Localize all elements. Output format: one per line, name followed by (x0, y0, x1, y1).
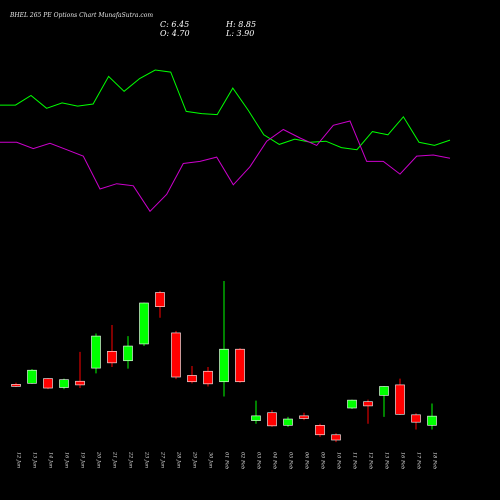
candle-body-10 (171, 332, 181, 378)
candle-body-5 (91, 335, 101, 369)
x-tick-label: 16 Jan (64, 452, 70, 468)
candle-9 (155, 290, 165, 318)
x-tick-label: 12 Jan (16, 452, 22, 468)
chart-title: BHEL 265 PE Options Chart MunafaSutra.co… (9, 12, 153, 19)
candle-body-6 (107, 350, 117, 364)
x-tick-label: 18 Feb (432, 452, 438, 469)
candle-11 (187, 366, 197, 384)
indicator-lines (0, 69, 451, 213)
candle-0 (11, 382, 21, 387)
x-tick-label: 16 Feb (400, 452, 406, 469)
x-tick-label: 09 Feb (320, 452, 326, 469)
x-tick-label: 17 Feb (416, 452, 422, 469)
candle-body-14 (235, 348, 245, 383)
x-tick-label: 29 Jan (192, 451, 198, 468)
candle-body-23 (379, 386, 389, 396)
candle-body-8 (139, 302, 149, 345)
x-tick-label: 03 Feb (256, 452, 262, 469)
candle-body-15 (251, 415, 261, 421)
candle-body-4 (75, 380, 85, 386)
candle-5 (91, 333, 101, 374)
low-value: L: 3.90 (225, 29, 254, 38)
candle-20 (331, 433, 341, 443)
indicator-line-1 (0, 120, 451, 213)
x-tick-label: 04 Feb (272, 452, 278, 469)
candle-10 (171, 330, 181, 380)
candle-1 (27, 369, 37, 384)
candle-2 (43, 378, 53, 390)
open-value: O: 4.70 (160, 29, 190, 38)
candle-body-7 (123, 345, 133, 362)
candle-body-11 (187, 375, 197, 383)
x-tick-label: 12 Feb (368, 452, 374, 469)
candle-16 (267, 410, 277, 427)
candle-body-21 (347, 399, 357, 409)
candle-19 (315, 423, 325, 437)
x-tick-label: 01 Feb (224, 452, 230, 469)
candle-body-2 (43, 378, 53, 389)
candle-25 (411, 413, 421, 430)
x-axis-ticks: 12 Jan 13 Jan 14 Jan 16 Jan 19 Jan 20 Jan 21 J… (16, 451, 438, 469)
x-tick-label: 30 Jan (208, 452, 214, 468)
close-value: C: 6.45 (160, 20, 189, 29)
candles-group (11, 280, 437, 443)
x-tick-label: 23 Jan (144, 451, 150, 468)
candle-13 (219, 280, 229, 397)
x-tick-label: 14 Jan (48, 452, 54, 468)
x-tick-label: 13 Feb (384, 452, 390, 469)
candle-21 (347, 399, 357, 410)
candle-8 (139, 302, 149, 347)
candle-17 (283, 416, 293, 427)
candle-12 (203, 367, 213, 387)
candle-body-1 (27, 369, 37, 384)
candle-body-9 (155, 292, 165, 307)
candle-6 (107, 325, 117, 368)
candle-14 (235, 348, 245, 383)
x-tick-label: 20 Jan (96, 451, 102, 468)
x-tick-label: 21 Jan (112, 451, 118, 468)
x-tick-label: 28 Jan (176, 451, 182, 468)
candle-body-26 (427, 415, 437, 426)
x-tick-label: 05 Feb (288, 452, 294, 469)
candle-body-17 (283, 418, 293, 426)
candle-26 (427, 403, 437, 430)
candle-24 (395, 378, 405, 415)
candle-body-25 (411, 414, 421, 423)
candle-body-16 (267, 412, 277, 427)
x-tick-label: 19 Jan (80, 452, 86, 468)
candle-body-24 (395, 384, 405, 415)
candle-7 (123, 336, 133, 369)
candle-body-0 (11, 384, 21, 387)
x-tick-label: 02 Feb (240, 452, 246, 469)
x-tick-label: 22 Jan (128, 451, 134, 468)
candle-body-18 (299, 415, 309, 419)
candle-body-13 (219, 348, 229, 383)
x-tick-label: 10 Feb (336, 452, 342, 469)
candle-body-22 (363, 401, 373, 407)
x-tick-label: 13 Jan (32, 452, 38, 468)
x-tick-label: 27 Jan (160, 451, 166, 468)
candle-15 (251, 400, 261, 424)
x-tick-label: 06 Feb (304, 452, 310, 469)
candle-body-19 (315, 425, 325, 436)
x-tick-label: 11 Feb (352, 452, 358, 469)
candle-23 (379, 385, 389, 417)
candle-18 (299, 412, 309, 421)
indicator-line-0 (0, 69, 451, 151)
high-value: H: 8.85 (225, 20, 256, 29)
candle-3 (59, 378, 69, 390)
candle-22 (363, 399, 373, 424)
candle-body-3 (59, 379, 69, 388)
candle-4 (75, 351, 85, 389)
candle-body-20 (331, 434, 341, 441)
candle-body-12 (203, 370, 213, 385)
